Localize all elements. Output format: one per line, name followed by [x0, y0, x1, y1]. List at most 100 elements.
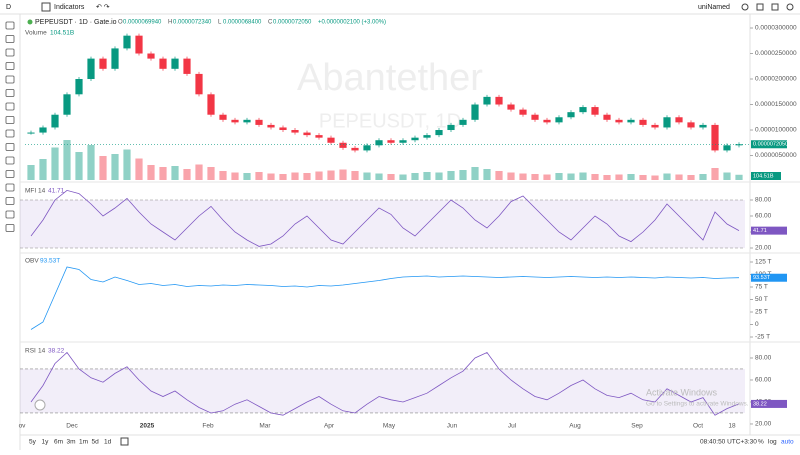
- symbol-button[interactable]: D: [6, 4, 11, 11]
- candle: [651, 124, 659, 128]
- overlay-title: Activate Windows: [646, 387, 718, 397]
- tool-icon[interactable]: [5, 210, 15, 219]
- range-button[interactable]: 1m: [79, 439, 88, 446]
- top-bar: [0, 0, 800, 14]
- y-tick-label: 0.0000250000: [755, 50, 797, 57]
- candle: [711, 124, 719, 151]
- time: 08:40:50 UTC+3:30: [700, 439, 757, 446]
- volume-bar: [39, 159, 47, 180]
- volume-bar: [291, 172, 299, 180]
- candle: [699, 124, 707, 128]
- volume-bar: [303, 173, 311, 180]
- x-tick-label: Jun: [447, 423, 458, 430]
- range-button[interactable]: 3m: [67, 439, 76, 446]
- auto-toggle[interactable]: auto: [781, 439, 794, 446]
- candle: [399, 140, 407, 143]
- candle: [723, 145, 731, 151]
- tool-icon[interactable]: [5, 224, 15, 232]
- y-tick-label: 75 T: [755, 284, 768, 291]
- ohlc-label: C: [268, 20, 273, 26]
- tool-icon[interactable]: [5, 75, 15, 84]
- indicators-button[interactable]: Indicators: [54, 4, 85, 11]
- tool-icon[interactable]: [5, 143, 15, 151]
- percent-toggle[interactable]: %: [758, 439, 764, 446]
- candle: [639, 119, 647, 125]
- volume-bar: [147, 165, 155, 180]
- volume-bar: [255, 172, 263, 180]
- candle: [195, 73, 203, 95]
- volume-bar: [111, 154, 119, 180]
- log-toggle[interactable]: log: [768, 439, 777, 446]
- volume-bar: [315, 171, 323, 180]
- left-toolbar: [5, 21, 15, 232]
- tool-icon[interactable]: [5, 170, 15, 178]
- candle: [591, 107, 599, 115]
- range-button[interactable]: 5y: [29, 439, 37, 446]
- volume-bar: [243, 173, 251, 180]
- tool-icon[interactable]: [5, 48, 15, 57]
- range-button[interactable]: 6m: [54, 439, 63, 446]
- ohlc-value: 0.0000072050: [273, 20, 312, 26]
- candle: [735, 144, 743, 146]
- band-fill: [20, 200, 745, 248]
- volume-bar: [99, 156, 107, 180]
- volume-bar: [675, 174, 683, 180]
- candle: [243, 119, 251, 123]
- volume-bar: [603, 175, 611, 180]
- tool-icon[interactable]: [5, 129, 15, 138]
- volume-bar: [75, 152, 83, 180]
- tool-icon[interactable]: [5, 62, 15, 70]
- x-tick-label: May: [383, 423, 396, 430]
- date-range-icon[interactable]: [120, 437, 129, 446]
- y-tick-label: 25 T: [755, 309, 768, 316]
- settings-icon[interactable]: [756, 3, 764, 11]
- candle: [123, 35, 131, 49]
- volume-value: 104.51B: [50, 30, 74, 37]
- last-value-tag: [751, 226, 787, 235]
- candle: [423, 135, 431, 138]
- fullscreen-icon[interactable]: [771, 3, 779, 11]
- candle: [687, 122, 695, 128]
- candle: [87, 58, 95, 80]
- y-tick-label: 0.0000300000: [755, 25, 797, 32]
- y-tick-label: 20.00: [755, 245, 772, 252]
- last-value-label: 0.0000072050: [753, 142, 788, 148]
- indicator-params: 14: [38, 188, 46, 195]
- volume-bar: [231, 172, 239, 180]
- tool-icon[interactable]: [5, 102, 15, 111]
- candle: [207, 94, 215, 115]
- candle: [231, 119, 239, 123]
- indicator-name: RSI: [25, 348, 36, 355]
- y-tick-label: 125 T: [755, 259, 772, 266]
- tool-icon[interactable]: [5, 183, 15, 192]
- candle: [435, 130, 443, 136]
- last-value-tag: [751, 273, 787, 282]
- indicators-icon[interactable]: [41, 2, 51, 12]
- range-button[interactable]: 1y: [42, 439, 50, 446]
- indicator-line: [30, 266, 740, 330]
- tool-icon[interactable]: [5, 89, 15, 97]
- tool-icon[interactable]: [5, 197, 15, 205]
- search-icon[interactable]: [741, 3, 749, 11]
- range-button[interactable]: 1d: [104, 439, 112, 446]
- camera-icon[interactable]: [786, 3, 794, 11]
- candle: [99, 58, 107, 69]
- undo[interactable]: ↶ ↷: [96, 4, 110, 11]
- tool-icon[interactable]: [5, 21, 15, 30]
- chart-title: PEPEUSDT · 1D · Gate.io: [35, 19, 117, 26]
- tool-icon[interactable]: [5, 116, 15, 124]
- candle: [579, 107, 587, 113]
- candle: [111, 48, 119, 69]
- volume-name: Volume: [25, 30, 47, 37]
- x-tick-label: ov: [19, 423, 27, 430]
- y-tick-label: 0.0000200000: [755, 76, 797, 83]
- layout-name[interactable]: uniNamed: [698, 4, 730, 11]
- tool-icon[interactable]: [5, 156, 15, 165]
- go-live-button[interactable]: [34, 399, 46, 411]
- range-button[interactable]: 5d: [92, 439, 100, 446]
- tool-icon[interactable]: [5, 35, 15, 43]
- candle: [303, 132, 311, 136]
- volume-bar: [171, 166, 179, 180]
- candle: [363, 145, 371, 151]
- candle: [555, 117, 563, 123]
